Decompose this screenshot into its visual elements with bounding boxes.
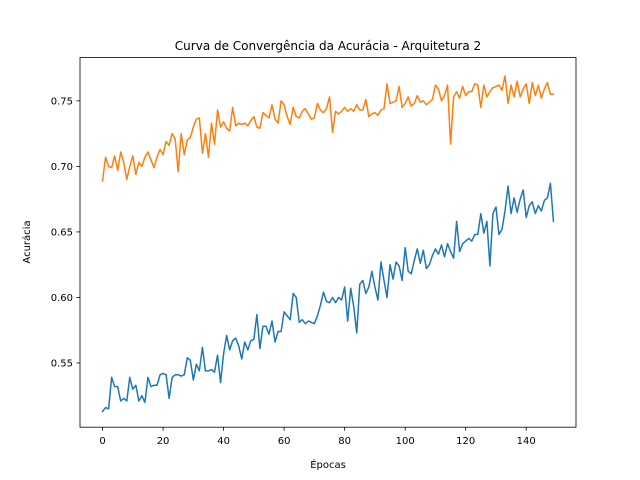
x-tick-label: 80 bbox=[338, 436, 351, 447]
y-tick-label: 0.70 bbox=[51, 162, 73, 173]
y-tick-label: 0.55 bbox=[51, 358, 73, 369]
y-tick-label: 0.60 bbox=[51, 293, 73, 304]
line-series bbox=[101, 75, 555, 182]
y-axis-label: Acurácia bbox=[21, 220, 33, 263]
y-tick-label: 0.75 bbox=[51, 96, 73, 107]
x-tick-label: 20 bbox=[157, 436, 170, 447]
x-tick-label: 120 bbox=[456, 436, 475, 447]
plot-frame bbox=[79, 57, 577, 428]
y-tick-label: 0.65 bbox=[51, 227, 73, 238]
line-series bbox=[101, 182, 555, 413]
x-tick-label: 0 bbox=[99, 436, 105, 447]
chart-title: Curva de Convergência da Acurácia - Arqu… bbox=[175, 39, 481, 53]
x-tick-label: 40 bbox=[217, 436, 230, 447]
x-axis-label: Épocas bbox=[310, 458, 346, 471]
x-tick-label: 140 bbox=[517, 436, 536, 447]
x-tick-label: 100 bbox=[396, 436, 415, 447]
x-tick-label: 60 bbox=[278, 436, 291, 447]
